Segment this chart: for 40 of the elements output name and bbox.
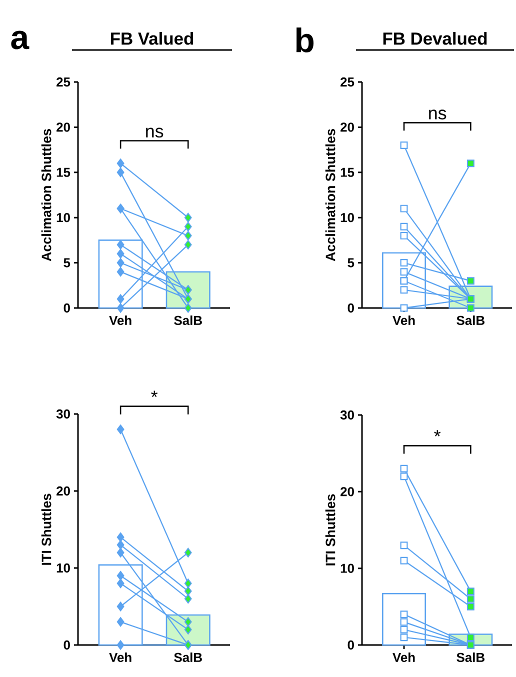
y-tick-label: 10	[340, 564, 354, 573]
annotation: ns	[429, 110, 446, 120]
annotation: *	[434, 430, 441, 436]
y-tick-label: 5	[348, 258, 354, 268]
x-tick-label: Veh	[109, 316, 132, 326]
text: a	[11, 30, 30, 50]
y-tick-label: 10	[56, 213, 70, 222]
y-axis-title: Acclimation Shuttles	[41, 129, 52, 262]
x-tick-label: Veh	[109, 652, 132, 662]
text: b	[296, 28, 314, 52]
y-tick-label: 0	[64, 640, 70, 650]
y-tick-label: 15	[56, 168, 70, 177]
y-tick-label: 20	[56, 122, 70, 132]
y-tick-label: 10	[56, 563, 70, 573]
y-tick-label: 30	[340, 410, 354, 420]
y-tick-label: 0	[64, 303, 70, 313]
x-tick-label: SalB	[456, 652, 484, 662]
y-tick-label: 20	[56, 486, 70, 496]
y-tick-label: 5	[64, 258, 70, 268]
y-tick-label: 15	[340, 168, 354, 177]
x-tick-label: SalB	[174, 316, 202, 326]
y-axis-title: Acclimation Shuttles	[325, 129, 336, 262]
annotation: ns	[146, 128, 164, 138]
y-tick-label: 25	[56, 77, 70, 87]
y-tick-label: 0	[348, 640, 354, 650]
y-axis-title: ITI Shuttles	[325, 494, 336, 566]
x-tick-label: Veh	[392, 316, 415, 326]
x-tick-label: Veh	[392, 652, 415, 662]
y-tick-label: 25	[340, 77, 354, 87]
y-tick-label: 20	[340, 487, 354, 496]
y-tick-label: 0	[348, 303, 354, 313]
y-tick-label: 20	[340, 122, 354, 132]
chart-title: FB Devalued	[383, 32, 487, 45]
chart-title: FB Valued	[111, 32, 193, 45]
x-tick-label: SalB	[456, 316, 484, 326]
text: *	[151, 390, 158, 398]
y-axis-title: ITI Shuttles	[41, 494, 52, 565]
x-tick-label: SalB	[174, 652, 202, 662]
y-tick-label: 30	[56, 409, 70, 419]
y-tick-label: 10	[340, 213, 354, 222]
